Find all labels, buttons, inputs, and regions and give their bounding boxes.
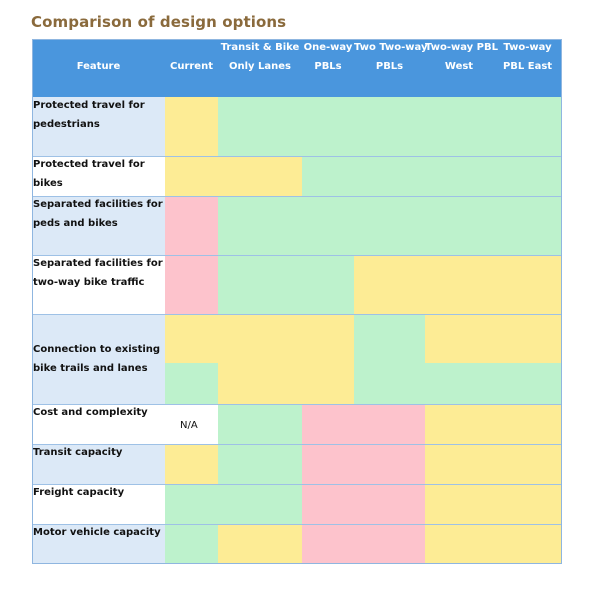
- row-divider: [32, 156, 562, 157]
- row-divider: [32, 314, 562, 315]
- rating-cell: [425, 484, 562, 524]
- rating-cell: [354, 363, 562, 404]
- rating-cell: [425, 404, 562, 444]
- row-label-protected-peds: Protected travel for pedestrians: [32, 97, 165, 156]
- rating-cell: [165, 484, 302, 524]
- row-label-connection: Connection to existing bike trails and l…: [32, 314, 165, 404]
- rating-cell: [302, 404, 425, 444]
- row-divider: [32, 255, 562, 256]
- rating-cell: [354, 314, 425, 363]
- rating-cell: [165, 524, 218, 564]
- row-label-transit: Transit capacity: [32, 444, 165, 484]
- row-divider: [32, 484, 562, 485]
- rating-cell: [425, 314, 562, 363]
- row-label-cost: Cost and complexity: [32, 404, 165, 444]
- rating-cell: [218, 524, 302, 564]
- rating-cell: [302, 524, 425, 564]
- row-label-separated-peds-bikes: Separated facilities for peds and bikes: [32, 196, 165, 255]
- na-text: N/A: [180, 420, 198, 431]
- rating-cell: [165, 156, 302, 196]
- rating-cell: [218, 97, 562, 156]
- row-divider: [32, 404, 562, 405]
- rating-cell: [218, 196, 562, 255]
- rating-cell: [218, 444, 302, 484]
- rating-cell: [165, 314, 354, 363]
- row-label-separated-two-way: Separated facilities for two-way bike tr…: [32, 255, 165, 314]
- comparison-table: Feature Current Transit & Bike Only Lane…: [32, 39, 562, 564]
- page-title: Comparison of design options: [31, 13, 287, 31]
- rating-cell: [302, 484, 425, 524]
- rating-cell: [218, 255, 354, 314]
- rating-cell: [354, 255, 562, 314]
- rating-cell: [218, 404, 302, 444]
- row-label-motor-vehicle: Motor vehicle capacity: [32, 524, 165, 564]
- rating-cell: [165, 97, 218, 156]
- rating-cell: [302, 156, 562, 196]
- rating-cell: [302, 444, 425, 484]
- rating-cell: [165, 363, 218, 404]
- rating-cell-na: [165, 404, 218, 444]
- table-header: [32, 39, 562, 97]
- row-label-freight: Freight capacity: [32, 484, 165, 524]
- rating-cell: [425, 524, 562, 564]
- rating-cell: [165, 255, 218, 314]
- row-divider: [32, 524, 562, 525]
- row-divider: [32, 196, 562, 197]
- rating-cell: [165, 444, 218, 484]
- header-feature: Feature: [76, 61, 121, 72]
- rating-cell: [218, 363, 354, 404]
- rating-cell: [165, 196, 218, 255]
- row-divider: [32, 444, 562, 445]
- rating-cell: [425, 444, 562, 484]
- row-label-protected-bikes: Protected travel for bikes: [32, 156, 165, 196]
